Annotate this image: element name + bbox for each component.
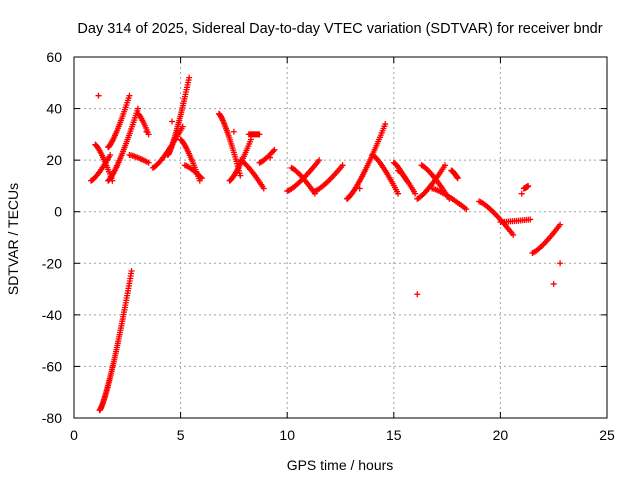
- data-point: [441, 162, 448, 169]
- y-tick-label: -80: [42, 410, 62, 426]
- chart-title: Day 314 of 2025, Sidereal Day-to-day VTE…: [77, 21, 602, 37]
- data-point: [510, 231, 517, 238]
- y-tick-label: 40: [46, 101, 62, 117]
- data-point: [316, 157, 323, 164]
- x-tick-label: 15: [386, 427, 402, 443]
- x-tick-label: 25: [599, 427, 615, 443]
- y-tick-label: 20: [46, 152, 62, 168]
- data-point-isolated: [95, 92, 102, 99]
- axis-ticks: 0 5 10 15 20 25 -80 -60 -40 -20 0 20 40 60: [42, 49, 615, 443]
- x-axis-label: GPS time / hours: [287, 457, 394, 473]
- data-point: [557, 221, 564, 228]
- data-point: [271, 146, 278, 153]
- x-tick-label: 0: [70, 427, 78, 443]
- data-point: [247, 136, 254, 143]
- data-points: [88, 74, 564, 414]
- y-tick-label: -60: [42, 358, 62, 374]
- grid-lines: [74, 57, 607, 418]
- data-point: [179, 123, 186, 130]
- data-point: [260, 185, 267, 192]
- data-point-isolated: [414, 291, 421, 298]
- y-tick-label: -40: [42, 307, 62, 323]
- data-point: [237, 172, 244, 179]
- y-tick-label: -20: [42, 255, 62, 271]
- data-point: [395, 190, 402, 197]
- data-point-isolated: [550, 280, 557, 287]
- data-point: [412, 190, 419, 197]
- plot-border: [73, 56, 608, 419]
- y-axis-label: SDTVAR / TECUs: [5, 183, 21, 295]
- data-point: [128, 268, 135, 275]
- x-tick-label: 20: [493, 427, 509, 443]
- data-point-isolated: [143, 128, 150, 135]
- x-tick-label: 5: [177, 427, 185, 443]
- data-point: [186, 74, 193, 81]
- x-tick-label: 10: [279, 427, 295, 443]
- y-tick-label: 60: [46, 49, 62, 65]
- data-point: [256, 131, 263, 138]
- data-point: [134, 105, 141, 112]
- data-point: [525, 182, 532, 189]
- data-point: [382, 121, 389, 128]
- y-tick-label: 0: [54, 204, 62, 220]
- data-point-isolated: [557, 260, 564, 267]
- data-point-isolated: [230, 128, 237, 135]
- data-point: [145, 159, 152, 166]
- plot-frame: [73, 56, 608, 419]
- data-point-isolated: [356, 185, 363, 192]
- data-point: [339, 162, 346, 169]
- data-point-isolated: [267, 154, 274, 161]
- data-point-isolated: [518, 190, 525, 197]
- data-point: [107, 151, 114, 158]
- data-point: [463, 206, 470, 213]
- data-point: [454, 175, 461, 182]
- data-point: [527, 216, 534, 223]
- data-point: [126, 92, 133, 99]
- data-point: [198, 175, 205, 182]
- data-point-isolated: [169, 118, 176, 125]
